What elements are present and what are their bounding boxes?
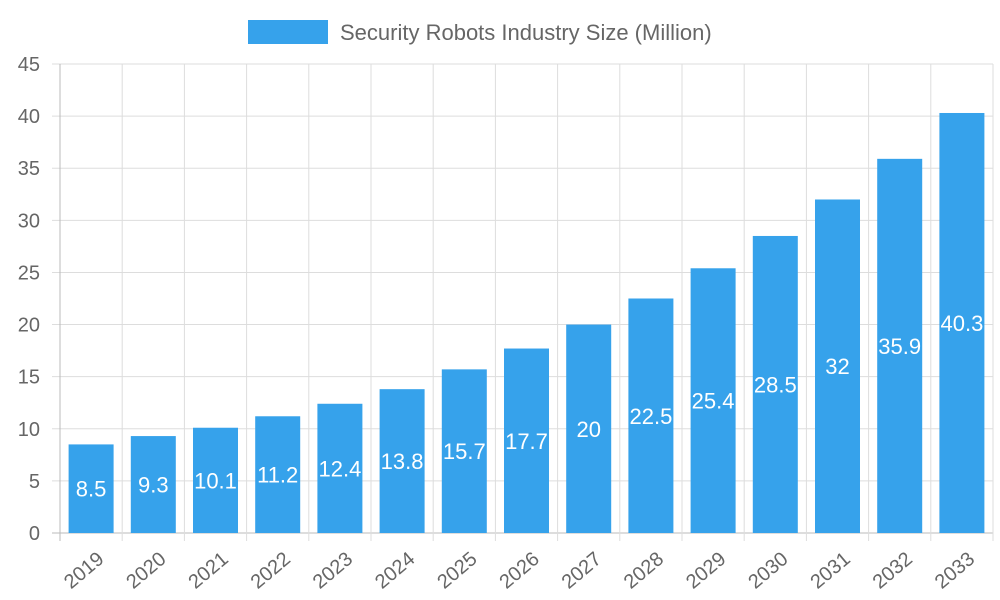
y-tick-label: 35 (18, 158, 40, 180)
bar (255, 416, 301, 533)
bar (877, 158, 923, 533)
bar (504, 348, 549, 533)
y-tick-label: 40 (18, 106, 40, 128)
y-tick-label: 25 (18, 262, 40, 284)
bars (68, 112, 985, 534)
legend-label: Security Robots Industry Size (Million) (340, 20, 712, 45)
data-label: 22.5 (629, 404, 672, 429)
bar (752, 235, 798, 533)
data-label: 13.8 (381, 449, 424, 474)
data-label: 35.9 (878, 334, 921, 359)
data-label: 17.7 (505, 429, 548, 454)
bar (690, 268, 736, 533)
x-tick-label: 2028 (620, 548, 668, 593)
bar (379, 389, 425, 533)
x-tick-label: 2019 (60, 548, 108, 593)
y-tick-label: 45 (18, 54, 40, 76)
x-tick-label: 2027 (558, 548, 606, 593)
data-label: 32 (825, 354, 849, 379)
x-tick-label: 2022 (247, 548, 295, 593)
bar (68, 444, 114, 533)
bar (441, 369, 487, 533)
data-label: 20 (576, 417, 600, 442)
x-tick-label: 2030 (744, 548, 792, 593)
data-label: 11.2 (257, 463, 298, 488)
bar (628, 298, 674, 533)
x-tick-label: 2025 (433, 548, 481, 593)
x-tick-label: 2024 (371, 548, 419, 593)
x-tick-label: 2031 (806, 548, 854, 593)
y-tick-label: 5 (29, 471, 40, 493)
y-tick-label: 10 (18, 419, 40, 441)
x-tick-label: 2020 (122, 548, 170, 593)
bar (566, 324, 612, 533)
bar (317, 403, 363, 533)
data-label: 28.5 (754, 372, 797, 397)
x-tick-label: 2032 (869, 548, 917, 593)
data-label: 8.5 (76, 477, 107, 502)
x-tick-label: 2021 (184, 548, 232, 593)
data-label: 10.1 (194, 468, 237, 493)
data-label: 25.4 (692, 389, 735, 414)
y-tick-label: 20 (18, 315, 40, 337)
x-tick-label: 2033 (931, 548, 979, 593)
x-tick-label: 2026 (495, 548, 543, 593)
y-tick-label: 15 (18, 367, 40, 389)
data-label: 12.4 (318, 456, 361, 481)
y-tick-label: 30 (18, 210, 40, 232)
grid (52, 63, 994, 541)
x-tick-label: 2023 (309, 548, 357, 593)
x-axis: 2019 2020 2021 2022 2023 2024 2025 2026 2027 2028… (60, 548, 979, 593)
bar (939, 112, 985, 534)
data-label: 15.7 (443, 439, 486, 464)
bar (193, 427, 238, 533)
y-tick-label: 0 (29, 523, 40, 545)
legend[interactable]: Security Robots Industry Size (Million) (248, 20, 712, 45)
data-label: 9.3 (138, 473, 169, 498)
legend-swatch (248, 20, 328, 44)
y-axis: 0 5 10 15 20 25 30 35 40 45 (18, 54, 40, 545)
data-labels: 8.5 9.3 10.1 11.2 12.4 13.8 15.7 17.7 20 22.5 25.4… (76, 311, 984, 502)
bar (130, 436, 176, 533)
bar (815, 199, 860, 533)
data-label: 40.3 (940, 311, 983, 336)
x-tick-label: 2029 (682, 548, 730, 593)
